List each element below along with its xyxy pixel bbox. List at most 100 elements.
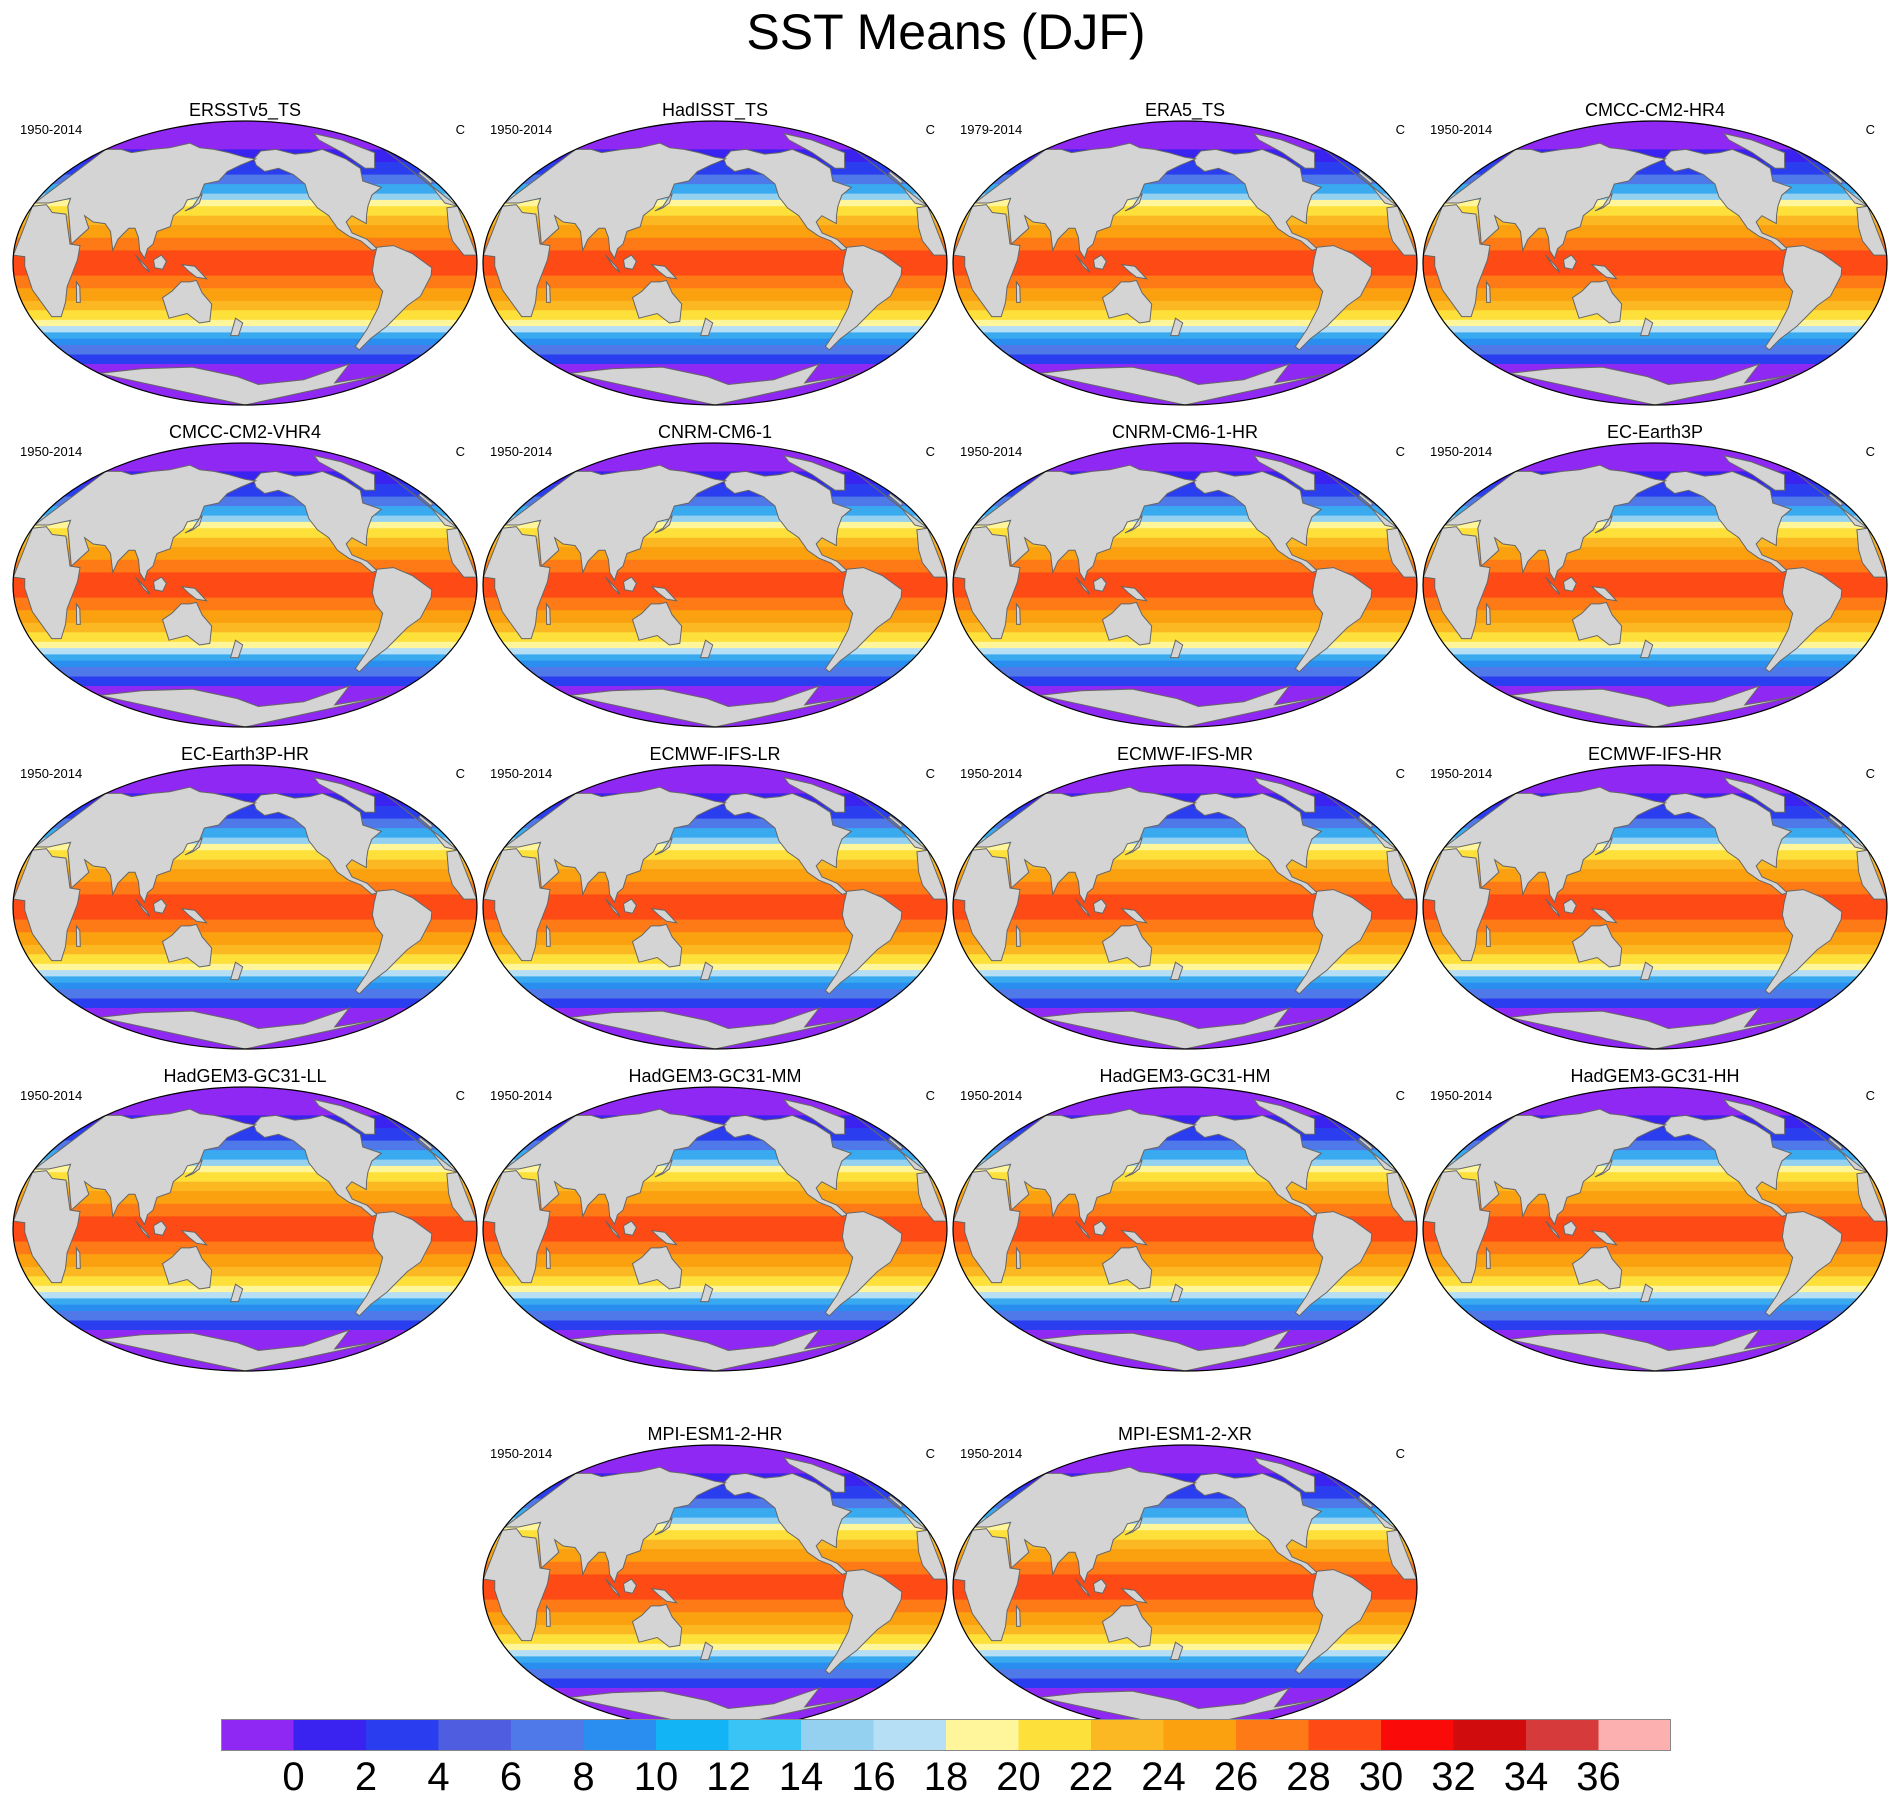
sst-band [953,932,1417,946]
colorbar-box [1308,1719,1382,1751]
sst-band [483,765,947,794]
land-new-guinea [1590,585,1618,602]
sst-band [1423,559,1887,573]
sst-band [1423,332,1887,340]
land-japan [1594,515,1613,534]
land-japan [654,837,673,856]
sst-band [483,1159,947,1167]
panel-title: ECMWF-IFS-MR [1117,744,1253,764]
land-japan [184,837,203,856]
land-australia [1571,1245,1623,1290]
land-eurasia-east [1443,464,1668,582]
land-borneo [1092,254,1107,270]
sst-band [483,443,947,472]
sst-band [13,1165,477,1173]
sst-band [1423,654,1887,662]
panel-title: CNRM-CM6-1 [658,422,772,442]
land-madagascar [75,924,81,947]
sst-band [483,944,947,955]
sst-band [953,1539,1417,1550]
land-new-zealand [1639,317,1654,337]
sst-band [1423,1140,1887,1151]
land-japan [654,1159,673,1178]
land-eurasia-east [973,1108,1198,1226]
sst-band [13,174,477,185]
panel-title: MPI-ESM1-2-XR [1117,1424,1252,1444]
land-greenland [1722,132,1786,169]
land-greenland [1252,454,1316,491]
map-border [12,764,478,1050]
land-borneo [622,576,637,592]
land-australia [1571,601,1623,646]
map-border [482,120,948,406]
land-north-america [1663,148,1793,251]
sst-band [483,537,947,548]
land-eurasia-west [853,793,928,851]
land-north-america [1193,148,1323,251]
sst-band [13,1159,477,1167]
sst-band [953,765,1417,794]
sst-band [1423,597,1887,611]
land-sumatra [1545,576,1561,595]
sst-band [13,528,477,539]
land-new-zealand [1639,639,1654,659]
sst-band [1423,310,1887,321]
map-panel: HadGEM3-GC31-HH 1950-2014 C [1420,1066,1890,1376]
land-australia [1101,1245,1153,1290]
sst-band [1423,528,1887,539]
land-new-zealand [229,317,244,337]
panel-unit: C [925,766,935,781]
land-eurasia-west [1323,793,1398,851]
map-border [952,120,1418,406]
sst-map [952,764,1418,1050]
sst-band [13,843,477,851]
sst-band [1423,199,1887,207]
colorbar [221,1719,1671,1751]
sst-band [483,932,947,946]
sst-band [953,193,1417,201]
land-new-zealand [1169,961,1184,981]
colorbar-box [511,1719,584,1751]
sst-band [13,1298,477,1306]
land-south-america [1764,567,1843,673]
land-australia [1101,923,1153,968]
land-sumatra [605,576,621,595]
land-antarctica [99,1006,391,1049]
sst-band [1423,1159,1887,1167]
colorbar-box [1236,1719,1309,1751]
sst-band [13,1203,477,1217]
land-eurasia-east [503,1108,728,1226]
sst-band [483,622,947,633]
sst-band [1423,193,1887,201]
land-madagascar [75,602,81,625]
panel-unit: C [1865,1088,1875,1103]
sst-band [483,641,947,649]
map-border [482,1086,948,1372]
sst-band [13,288,477,302]
land-sumatra [1075,576,1091,595]
sst-band [1423,632,1887,643]
land-eurasia-east [33,1108,258,1226]
land-uk [887,814,903,829]
sst-band [1423,1172,1887,1183]
sst-band [953,1140,1417,1151]
panel-unit: C [925,1446,935,1461]
sst-band [1423,976,1887,984]
colorbar-tick-label: 26 [1213,1755,1259,1799]
land-south-america [824,889,903,995]
panel-title: CMCC-CM2-VHR4 [169,422,321,442]
land-eurasia-west [383,471,458,529]
land-new-zealand [1169,1283,1184,1303]
sst-band [953,1523,1417,1531]
sst-band [483,970,947,977]
panel-period: 1950-2014 [20,766,83,781]
sst-band [483,1276,947,1287]
sst-band [953,559,1417,573]
sst-band [483,1254,947,1268]
land-antarctica [99,684,391,727]
sst-band [1423,660,1887,668]
land-north-america [723,470,853,573]
land-uk [1827,170,1843,185]
panel-period: 1979-2014 [960,122,1023,137]
sst-band [1423,676,1887,687]
